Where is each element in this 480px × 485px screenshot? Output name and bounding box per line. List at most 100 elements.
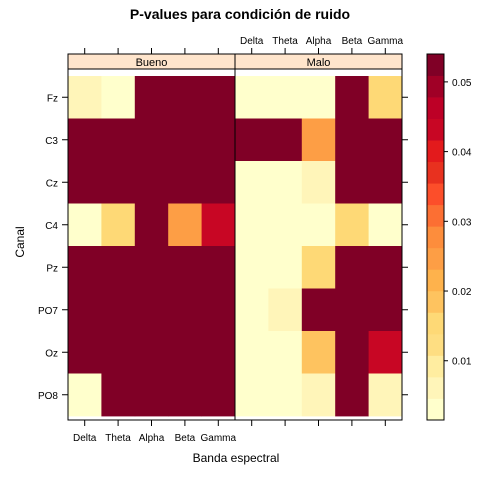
colorbar-tick-label: 0.05 <box>452 78 472 89</box>
heatmap-cell <box>368 373 403 417</box>
heatmap-cell <box>134 118 169 162</box>
y-axis-label: Canal <box>13 226 27 257</box>
heatmap-cell <box>134 288 169 332</box>
y-tick-label: C3 <box>45 136 58 147</box>
y-tick-label: Cz <box>46 178 58 189</box>
heatmap-cell <box>201 331 236 374</box>
heatmap-cell <box>301 246 336 289</box>
y-tick-label: Pz <box>46 263 58 274</box>
heatmap-cell <box>301 161 336 204</box>
heatmap-cell <box>168 288 202 332</box>
heatmap-cell <box>368 331 403 374</box>
heatmap-cell <box>268 118 303 162</box>
heatmap-cell <box>235 161 269 204</box>
colorbar-segment <box>427 118 444 141</box>
heatmap-cell <box>235 118 269 162</box>
heatmap-cell <box>301 203 336 247</box>
heatmap-cell <box>134 203 169 247</box>
panel-strip-label: Bueno <box>136 57 168 69</box>
colorbar-segment <box>427 97 444 119</box>
heatmap-cell <box>301 118 336 162</box>
colorbar-frame <box>426 53 445 421</box>
heatmap-cell <box>335 246 369 289</box>
heatmap-cell <box>368 203 403 247</box>
heatmap-cell <box>68 288 102 332</box>
heatmap-cell <box>101 76 136 119</box>
heatmap-cell <box>101 246 136 289</box>
heatmap-cell <box>68 203 102 247</box>
heatmap-cell <box>235 288 269 332</box>
heatmap-cell <box>335 203 369 247</box>
heatmap-cell <box>235 203 269 247</box>
heatmap-cell <box>101 331 136 374</box>
heatmap-cell <box>101 373 136 417</box>
heatmap-cell <box>335 76 369 119</box>
colorbar-segment <box>427 226 444 249</box>
heatmap-cell <box>101 288 136 332</box>
heatmap-cell <box>68 331 102 374</box>
colorbar-segment <box>427 247 444 270</box>
heatmap-cell <box>301 331 336 374</box>
heatmap-cell <box>368 288 403 332</box>
heatmap-cell <box>201 373 236 417</box>
x-tick-label: Gamma <box>201 433 237 444</box>
heatmap-cell <box>268 76 303 119</box>
heatmap-cell <box>335 118 369 162</box>
heatmap-cell <box>68 246 102 289</box>
plot-layer: Bueno Malo Delta Delta Theta Theta Alpha Alpha B… <box>38 36 408 444</box>
heatmap-cell <box>201 246 236 289</box>
colorbar-segment <box>427 204 444 227</box>
heatmap-cell <box>235 373 269 417</box>
colorbar-segment <box>427 376 444 399</box>
x-axis-label: Banda espectral <box>193 451 280 465</box>
heatmap-cell <box>68 118 102 162</box>
x-tick-label-top: Delta <box>240 36 264 47</box>
x-tick-label-top: Alpha <box>306 36 332 47</box>
heatmap-cell <box>168 203 202 247</box>
y-tick-label: Fz <box>47 93 58 104</box>
heatmap-cell <box>68 161 102 204</box>
heatmap-cell <box>268 373 303 417</box>
heatmap-cell <box>268 161 303 204</box>
heatmap-cell <box>101 161 136 204</box>
heatmap-cell <box>368 246 403 289</box>
heatmap-cell <box>235 76 269 119</box>
heatmap-cell <box>368 76 403 119</box>
colorbar-segment <box>427 398 444 421</box>
colorbar-segment <box>427 183 444 206</box>
heatmap-cell <box>301 373 336 417</box>
heatmap-cell <box>301 76 336 119</box>
heatmap-cell <box>168 331 202 374</box>
x-tick-label: Beta <box>175 433 196 444</box>
heatmap-cell <box>134 373 169 417</box>
colorbar-segment <box>427 54 444 76</box>
heatmap-cell <box>301 288 336 332</box>
panel-strip-label: Malo <box>307 57 331 69</box>
heatmap-cell <box>68 76 102 119</box>
colorbar-segment <box>427 75 444 98</box>
heatmap-cell <box>201 161 236 204</box>
heatmap-cell <box>168 246 202 289</box>
x-tick-label-top: Theta <box>272 36 298 47</box>
heatmap-cell <box>335 161 369 204</box>
heatmap-cell <box>335 288 369 332</box>
heatmap-cell <box>201 288 236 332</box>
heatmap-cell <box>268 331 303 374</box>
heatmap-cell <box>201 76 236 119</box>
colorbar-segment <box>427 355 444 378</box>
chart-title: P-values para condición de ruido <box>130 6 350 22</box>
heatmap-cell <box>134 246 169 289</box>
heatmap-cell <box>168 76 202 119</box>
x-tick-label-top: Beta <box>342 36 363 47</box>
colorbar-segment <box>427 269 444 292</box>
x-tick-label: Alpha <box>139 433 165 444</box>
heatmap-cell <box>134 331 169 374</box>
colorbar-segment <box>427 312 444 335</box>
heatmap-cell <box>268 288 303 332</box>
heatmap-cell <box>368 161 403 204</box>
colorbar-tick-label: 0.02 <box>452 287 472 298</box>
heatmap-cell <box>201 203 236 247</box>
heatmap-cell <box>235 246 269 289</box>
heatmap-cell <box>335 373 369 417</box>
